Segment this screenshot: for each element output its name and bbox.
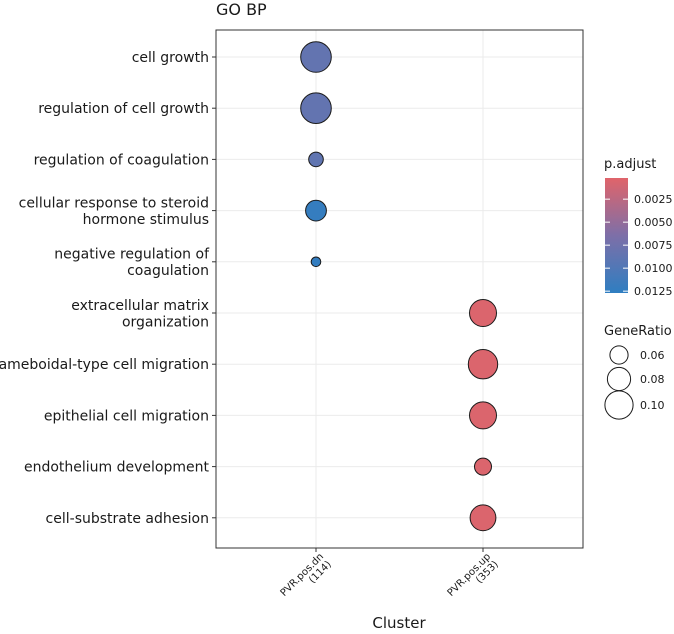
data-point — [469, 504, 497, 532]
y-tick-label-line: cellular response to steroid — [19, 195, 209, 211]
size-legend-label: 0.10 — [640, 399, 665, 412]
color-legend-label: 0.0075 — [634, 239, 673, 252]
color-legend-label: 0.0100 — [634, 262, 673, 275]
color-legend-title: p.adjust — [604, 157, 656, 172]
y-tick-label-line: cell growth — [132, 50, 209, 66]
size-legend-circle — [609, 345, 629, 365]
y-tick-label-line: coagulation — [127, 263, 209, 279]
color-legend-label: 0.0025 — [634, 193, 673, 206]
y-tick-label-line: regulation of cell growth — [38, 101, 209, 117]
y-tick-label: regulation of coagulation — [34, 152, 209, 168]
color-legend: p.adjust 0.0025 0.0050 0.0075 0.0100 0.0125 — [604, 157, 673, 298]
y-tick-label: cell-substrate adhesion — [46, 511, 209, 527]
y-tick-label-line: epithelial cell migration — [44, 408, 209, 424]
y-tick-label-line: ameboidal-type cell migration — [0, 357, 209, 373]
color-legend-label: 0.0050 — [634, 216, 673, 229]
data-point — [308, 151, 324, 168]
plot-border — [215, 29, 584, 549]
data-points — [300, 41, 499, 532]
y-tick-label: epithelial cell migration — [44, 408, 209, 424]
y-tick-label-line: hormone stimulus — [83, 212, 209, 228]
size-legend-circle — [604, 390, 634, 420]
color-legend-ticks: 0.0025 0.0050 0.0075 0.0100 0.0125 — [605, 193, 673, 298]
color-legend-label: 0.0125 — [634, 285, 673, 298]
x-tick-label: PVR.pos.dn(114) — [279, 551, 334, 606]
y-tick-label-line: extracellular matrix — [71, 298, 209, 314]
y-tick-label-line: regulation of coagulation — [34, 152, 209, 168]
data-point — [300, 92, 332, 124]
size-legend-label: 0.06 — [640, 349, 665, 362]
y-tick-label: cellular response to steroid hormone stim… — [19, 195, 209, 228]
data-point — [300, 41, 332, 73]
data-point — [469, 299, 497, 327]
y-tick-label: extracellular matrix organization — [71, 298, 209, 331]
y-tick-label: regulation of cell growth — [38, 101, 209, 117]
y-tick-label: endothelium development — [24, 460, 210, 476]
size-legend: GeneRatio 0.06 0.08 0.10 — [604, 324, 672, 420]
data-point — [305, 199, 327, 222]
data-point — [310, 256, 322, 268]
y-tick-label-line: organization — [122, 314, 209, 330]
y-tick-label: ameboidal-type cell migration — [0, 357, 209, 373]
y-tick-label: cell growth — [132, 50, 209, 66]
y-axis: cell growth regulation of cell growth regu… — [0, 50, 216, 527]
size-legend-entries: 0.06 0.08 0.10 — [604, 345, 665, 420]
color-legend-bar — [605, 178, 628, 293]
y-tick-label-line: endothelium development — [24, 460, 210, 476]
size-legend-title: GeneRatio — [604, 324, 672, 339]
x-tick-label: PVR.pos.up(353) — [446, 551, 501, 606]
data-point — [467, 349, 499, 380]
plot-title: GO BP — [216, 0, 267, 19]
y-tick-label: negative regulation of coagulation — [54, 247, 210, 280]
x-axis-title: Cluster — [372, 614, 426, 632]
size-legend-label: 0.08 — [640, 373, 665, 386]
y-tick-label-line: negative regulation of — [54, 247, 210, 263]
x-axis: PVR.pos.dn(114) PVR.pos.up(353) — [279, 548, 501, 606]
data-point — [469, 401, 497, 430]
grid-lines — [216, 30, 583, 548]
y-tick-label-line: cell-substrate adhesion — [46, 511, 209, 527]
data-point — [474, 457, 492, 476]
size-legend-circle — [606, 366, 632, 392]
